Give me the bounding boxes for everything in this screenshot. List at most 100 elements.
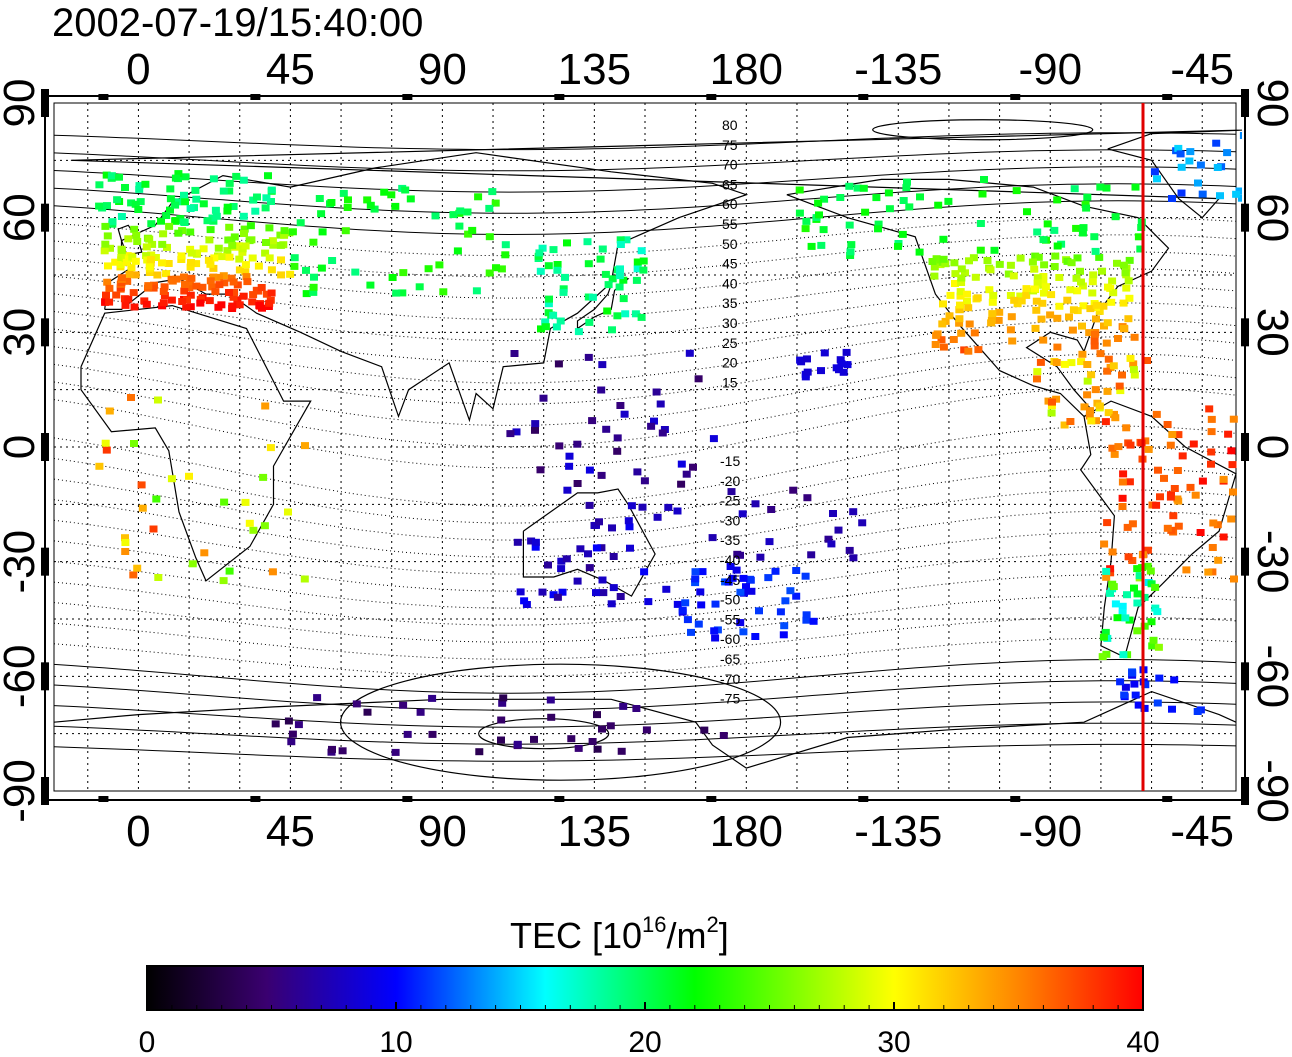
- tec-point: [795, 186, 804, 194]
- tec-point: [497, 265, 506, 273]
- tec-point: [682, 470, 691, 478]
- tec-point: [351, 268, 360, 276]
- tec-point: [608, 326, 616, 334]
- tec-point: [602, 425, 611, 433]
- tec-point: [245, 519, 254, 527]
- tec-point: [182, 303, 191, 311]
- tec-point: [845, 546, 854, 554]
- mlat-label: -75: [720, 691, 740, 707]
- tec-point: [104, 262, 112, 270]
- tec-point: [802, 616, 811, 624]
- tec-point: [1033, 279, 1042, 287]
- tec-point: [1224, 430, 1233, 438]
- mlat-contour: [53, 353, 1237, 426]
- tec-point: [133, 564, 142, 572]
- tec-point: [615, 272, 624, 280]
- tec-point: [1100, 540, 1109, 548]
- tec-point: [1092, 417, 1100, 425]
- tec-point: [206, 226, 215, 234]
- tec-point: [1107, 298, 1116, 306]
- tec-point: [1104, 283, 1112, 291]
- tec-point: [559, 288, 568, 296]
- tec-point: [290, 262, 299, 270]
- tec-point: [988, 310, 997, 318]
- tec-point: [1078, 350, 1087, 358]
- tec-point: [642, 726, 651, 734]
- tec-point: [1006, 326, 1015, 334]
- tec-point: [1128, 669, 1137, 677]
- tec-point: [107, 172, 116, 180]
- tec-point: [153, 271, 162, 279]
- tec-point: [694, 375, 703, 383]
- tec-point: [961, 269, 969, 277]
- tec-point: [1053, 343, 1062, 351]
- tec-point: [196, 295, 205, 303]
- tec-point: [302, 290, 311, 298]
- frame-tick: [250, 94, 261, 100]
- tec-point: [239, 212, 248, 220]
- lat-tick-label: 90: [1248, 79, 1292, 128]
- tec-point: [121, 548, 130, 555]
- tec-point: [128, 253, 137, 261]
- tec-point: [181, 281, 189, 288]
- tec-point: [604, 281, 613, 289]
- tec-point: [557, 565, 566, 573]
- timestamp: 2002-07-19/15:40:00: [52, 1, 423, 45]
- mlat-contour: [53, 701, 1237, 728]
- tec-point: [186, 291, 195, 299]
- tec-point: [262, 239, 270, 246]
- tec-point: [884, 189, 893, 197]
- tec-point: [1232, 190, 1241, 198]
- tec-point: [949, 336, 958, 343]
- tec-point: [1034, 253, 1043, 261]
- tec-point: [930, 263, 939, 271]
- tec-point: [257, 284, 266, 291]
- tec-point: [399, 269, 408, 277]
- frame-tick: [41, 777, 49, 805]
- colorbar-tick-label: 30: [877, 1026, 910, 1057]
- tec-point: [1016, 254, 1025, 262]
- tec-point: [807, 551, 816, 559]
- mlat-label: -45: [720, 572, 740, 588]
- tec-point: [1126, 441, 1135, 449]
- tec-point: [162, 212, 171, 219]
- tec-point: [485, 204, 494, 212]
- tec-point: [501, 251, 510, 259]
- tec-point: [1125, 256, 1134, 264]
- tec-point: [1208, 544, 1217, 551]
- tec-point: [846, 248, 855, 256]
- tec-point: [727, 488, 736, 496]
- tec-point: [820, 349, 829, 357]
- tec-point: [928, 258, 937, 265]
- tec-point: [1039, 336, 1048, 344]
- tec-point: [167, 296, 176, 304]
- tec-point: [1208, 568, 1217, 576]
- tec-point: [1103, 387, 1112, 395]
- tec-point: [135, 185, 144, 193]
- tec-point: [747, 587, 756, 595]
- lon-tick-label: 135: [558, 807, 631, 856]
- tec-point: [573, 577, 582, 585]
- tec-point: [123, 277, 132, 285]
- tec-point: [957, 329, 966, 337]
- tec-point: [728, 574, 737, 582]
- tec-point: [428, 730, 437, 738]
- tec-point: [1186, 483, 1195, 491]
- mlat-label: -20: [720, 473, 740, 489]
- tec-point: [1068, 326, 1077, 334]
- tec-point: [1251, 146, 1259, 153]
- tec-point: [95, 181, 104, 189]
- tec-point: [633, 265, 642, 273]
- tec-point: [171, 174, 180, 182]
- tec-point: [267, 266, 276, 274]
- tec-point: [786, 587, 795, 595]
- tec-point: [789, 486, 798, 494]
- lat-tick-label: 0: [0, 435, 44, 459]
- tec-point: [931, 341, 940, 348]
- tec-point: [988, 298, 997, 306]
- tec-point: [697, 601, 706, 609]
- tec-point: [130, 225, 139, 233]
- tec-point: [416, 708, 425, 716]
- tec-point: [689, 463, 697, 471]
- tec-point: [215, 281, 224, 289]
